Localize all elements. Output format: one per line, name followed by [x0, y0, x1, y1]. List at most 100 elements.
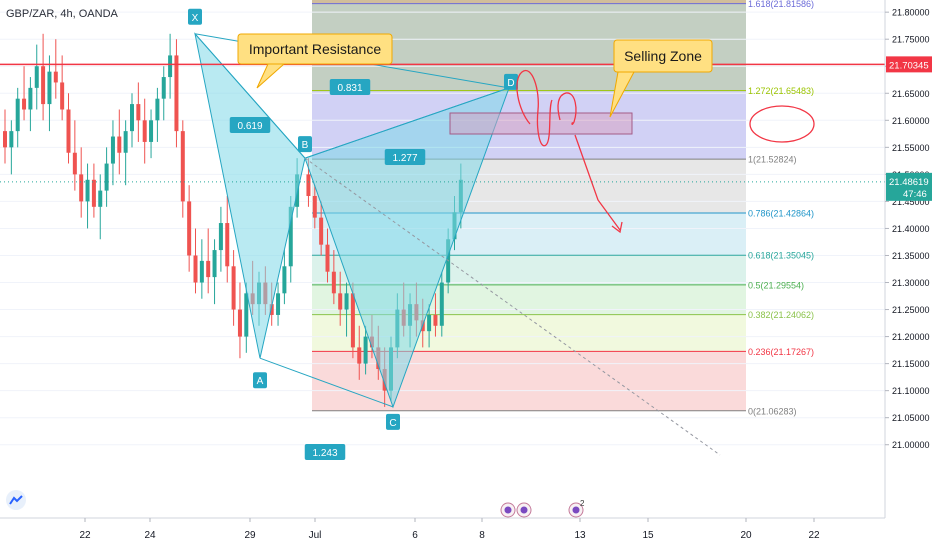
candle-body: [168, 55, 173, 78]
event-count-badge: 2: [580, 499, 585, 508]
selling-zone-box: [449, 112, 633, 135]
candle-body: [357, 347, 362, 364]
price-tick-label: 21.75000: [892, 35, 930, 45]
projection-dashed-line: [304, 157, 721, 456]
candle-body: [66, 109, 71, 153]
candle-body: [123, 131, 128, 153]
candle-body: [117, 136, 122, 153]
pattern-ratio-label: 0.619: [237, 121, 262, 132]
pattern-ratio-label-bg: [329, 79, 371, 95]
important-resistance-callout-pointer: [256, 63, 286, 89]
candle-body: [180, 131, 185, 202]
candle-body: [3, 131, 7, 148]
candle-body: [312, 196, 317, 218]
candle-body: [15, 98, 20, 132]
time-tick-label: 20: [740, 530, 752, 541]
fib-level-label: 0.236(21.17267): [748, 347, 814, 357]
candle-body: [47, 71, 52, 105]
candle-body: [338, 293, 343, 310]
candle-body: [282, 266, 287, 294]
price-tick-label: 21.65000: [892, 89, 930, 99]
pattern-ratio-label-bg: [304, 444, 346, 460]
time-tick-label: 13: [574, 530, 586, 541]
resistance-price-tag-bg: [886, 56, 932, 73]
time-tick-label: 6: [412, 530, 418, 541]
price-tick-label: 21.80000: [892, 8, 930, 18]
candle-body: [244, 293, 249, 337]
sell-arrow-head: [611, 221, 623, 234]
pattern-ratio-label: 1.243: [312, 448, 337, 459]
important-resistance-callout: Important Resistance: [249, 41, 381, 57]
time-tick-label: 24: [144, 530, 156, 541]
pattern-point-c-bg: [386, 413, 400, 430]
pattern-point-d: D: [507, 78, 514, 89]
fib-level-label: 1.272(21.65483): [748, 86, 814, 96]
time-tick-label: 22: [808, 530, 820, 541]
candle-body: [350, 293, 355, 348]
pattern-point-d-bg: [504, 73, 518, 90]
candle-body: [433, 314, 438, 326]
candle-body: [136, 104, 141, 121]
candle-body: [41, 66, 46, 105]
candle-body: [174, 55, 179, 132]
fib-level-label: 0(21.06283): [748, 406, 797, 416]
candle-body: [206, 260, 211, 278]
price-tick-label: 21.20000: [892, 332, 930, 342]
candle-body: [269, 304, 274, 315]
current-price-tag-bg: [886, 172, 932, 201]
tradingview-logo-icon[interactable]: [6, 490, 26, 510]
candle-body: [34, 66, 39, 88]
price-tick-label: 21.55000: [892, 143, 930, 153]
price-tick-label: 21.15000: [892, 359, 930, 369]
symbol-title: GBP/ZAR, 4h, OANDA: [6, 8, 118, 20]
candle-body: [212, 250, 217, 278]
candle-body: [110, 136, 115, 164]
pattern-ratio-label: 0.831: [337, 83, 362, 94]
candle-body: [9, 131, 14, 148]
candle-body: [439, 282, 444, 326]
candle-body: [231, 266, 236, 310]
candle-body: [104, 163, 109, 191]
price-axis-bg: [885, 0, 932, 550]
pattern-point-a: A: [257, 376, 264, 387]
fib-level-label: 0.618(21.35045): [748, 251, 814, 261]
candle-body: [85, 179, 90, 202]
pattern-ratio-label-bg: [229, 117, 271, 133]
candle-body: [149, 120, 154, 142]
bar-countdown: 47:46: [903, 189, 927, 200]
candle-body: [218, 223, 223, 251]
candle-body: [288, 206, 293, 267]
time-tick-label: Jul: [309, 530, 322, 541]
candle-body: [344, 293, 349, 310]
current-price-tag: 21.48619: [889, 177, 929, 188]
flag-icon: [520, 506, 528, 514]
pattern-ratio-label: 1.277: [392, 153, 417, 164]
candle-body: [130, 104, 134, 132]
candle-body: [319, 217, 324, 245]
fib-level-circle: [749, 105, 815, 143]
scribble-1: [516, 69, 553, 147]
harmonic-line-bd: [304, 87, 510, 159]
candle-body: [237, 309, 242, 337]
pattern-point-x-bg: [188, 8, 202, 25]
candle-body: [142, 120, 147, 142]
harmonic-line-ac: [259, 357, 394, 408]
scribble-2: [557, 92, 577, 125]
candle-body: [187, 201, 192, 256]
price-tick-label: 21.00000: [892, 440, 930, 450]
candle-body: [427, 314, 432, 332]
price-tick-label: 21.60000: [892, 116, 930, 126]
pattern-point-b: B: [302, 140, 309, 151]
candle-body: [79, 174, 84, 202]
time-tick-label: 22: [79, 530, 91, 541]
candle-body: [325, 244, 330, 272]
fib-band-top: [312, 0, 746, 4]
candle-body: [60, 82, 65, 110]
candle-body: [91, 179, 96, 207]
candle-body: [161, 77, 166, 99]
candle-body: [72, 152, 77, 175]
candle-body: [53, 71, 58, 83]
fib-level-label: 1(21.52824): [748, 155, 797, 165]
